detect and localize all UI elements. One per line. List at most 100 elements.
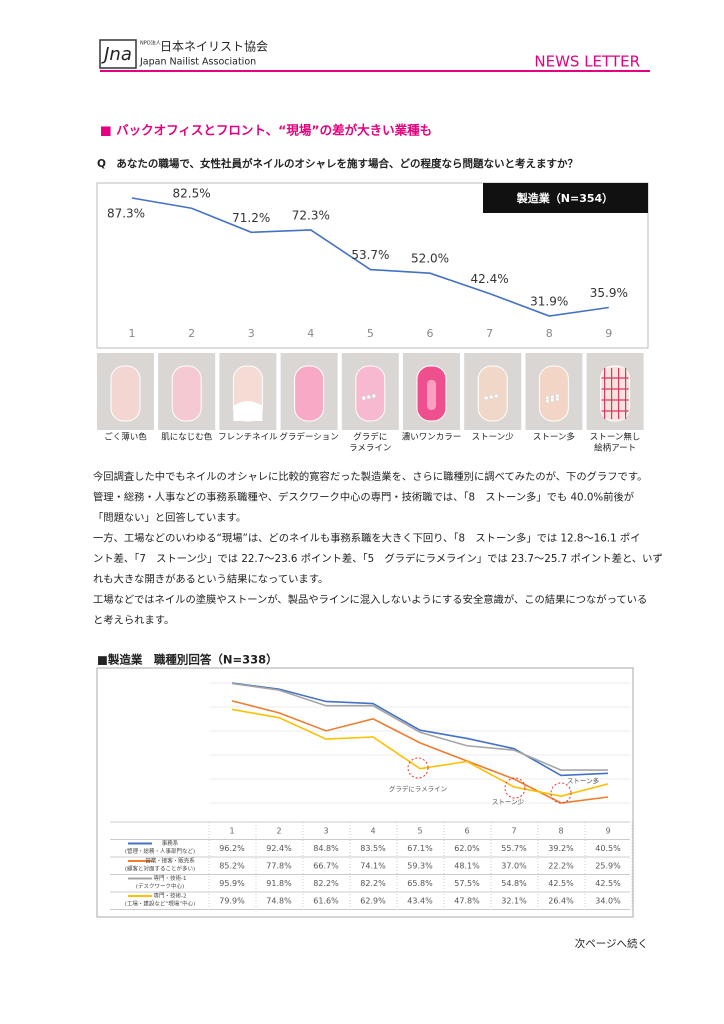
image-label: ストーン多 xyxy=(533,432,576,443)
x-tick-label: 8 xyxy=(546,327,553,340)
x-tick-label: 3 xyxy=(323,827,328,836)
data-label: 42.4% xyxy=(471,272,509,286)
body-line: 今回調査した中でもネイルのオシャレに比較的寛容だった製造業を、さらに職種別に調べ… xyxy=(93,470,647,483)
annotation-circle xyxy=(407,757,429,779)
table-cell: 82.2% xyxy=(313,879,339,888)
nail xyxy=(600,365,631,422)
table-cell: 34.0% xyxy=(595,897,621,906)
legend-label: (デスクワーク中心) xyxy=(136,882,184,890)
nail xyxy=(477,365,508,422)
table-cell: 59.3% xyxy=(407,862,433,871)
data-line xyxy=(231,682,608,771)
stone xyxy=(366,394,372,400)
legend-label: (管理・総務・人事部門など) xyxy=(125,847,195,855)
image-label: ごく薄い色 xyxy=(104,432,147,443)
table-cell: 79.9% xyxy=(219,897,245,906)
x-tick-label: 4 xyxy=(370,827,375,836)
table-cell: 42.5% xyxy=(595,879,621,888)
table-cell: 74.1% xyxy=(360,862,386,871)
org-name: 日本ネイリスト協会 xyxy=(160,39,268,54)
legend-label: 製造業（N=354） xyxy=(516,191,613,205)
table-cell: 61.6% xyxy=(313,897,339,906)
data-label: 52.0% xyxy=(411,252,449,266)
stone xyxy=(545,398,550,404)
stone xyxy=(550,397,555,403)
table-cell: 32.1% xyxy=(501,897,527,906)
annotation: ストーン少 xyxy=(492,798,525,806)
table-cell: 66.7% xyxy=(313,862,339,871)
table-cell: 62.9% xyxy=(360,897,386,906)
image-label: ストーン少 xyxy=(472,433,515,443)
body-line: 工場などではネイルの塗膜やストーンが、製品やラインに混入しないようにする安全意識… xyxy=(93,593,647,606)
chart-title: ■製造業 職種別回答（N=338） xyxy=(97,653,278,667)
table-cell: 67.1% xyxy=(407,844,433,853)
nail xyxy=(538,365,569,422)
x-tick-label: 7 xyxy=(511,827,516,836)
x-tick-label: 8 xyxy=(558,827,563,836)
data-line xyxy=(231,682,609,777)
table-cell: 85.2% xyxy=(219,862,245,871)
x-tick-label: 9 xyxy=(605,327,612,340)
legend-label: (工場・建設など“現場”中心) xyxy=(125,900,196,908)
x-tick-label: 1 xyxy=(129,327,136,340)
nail-shine xyxy=(427,380,436,410)
legend-label: 事務系 xyxy=(162,839,179,847)
data-line xyxy=(231,700,609,804)
table-cell: 62.0% xyxy=(454,844,480,853)
nail xyxy=(294,365,325,422)
x-tick-label: 5 xyxy=(367,327,374,340)
section-heading: ■ バックオフィスとフロント、“現場”の差が大きい業種も xyxy=(100,123,432,138)
stone xyxy=(488,394,494,400)
logo: Jna xyxy=(101,44,132,65)
data-label: 31.9% xyxy=(530,295,568,309)
table-cell: 42.5% xyxy=(548,879,574,888)
legend-label: 専門・技術-2 xyxy=(154,892,187,900)
data-line xyxy=(231,708,609,798)
data-label: 53.7% xyxy=(351,248,389,262)
legend-label: 専門・技術-1 xyxy=(154,874,187,882)
x-tick-label: 2 xyxy=(276,827,281,836)
table-cell: 39.2% xyxy=(548,844,574,853)
x-tick-label: 9 xyxy=(605,827,610,836)
table-cell: 77.8% xyxy=(266,862,292,871)
x-tick-label: 6 xyxy=(427,327,434,340)
table-cell: 40.5% xyxy=(595,844,621,853)
data-label: 35.9% xyxy=(590,286,628,300)
body-line: ント差、「7 ストーン少」では 22.7～23.6 ポイント差、「5 グラデにラ… xyxy=(93,552,663,565)
nail xyxy=(171,365,202,422)
data-label: 87.3% xyxy=(107,207,145,221)
x-tick-label: 3 xyxy=(248,327,255,340)
data-label: 72.3% xyxy=(292,208,330,222)
stone xyxy=(483,395,489,401)
table-cell: 25.9% xyxy=(595,862,621,871)
image-label: 絵柄アート xyxy=(594,443,636,454)
footer: 次ページへ続く xyxy=(575,937,648,950)
table-cell: 48.1% xyxy=(454,862,480,871)
x-tick-label: 1 xyxy=(229,827,234,836)
table-cell: 47.8% xyxy=(454,897,480,906)
annotation-circle xyxy=(550,782,572,804)
stone xyxy=(555,396,560,402)
image-label: ストーン無し xyxy=(590,432,641,443)
annotation: ストーン多 xyxy=(567,776,600,785)
body-line: れも大きな開きがあるという結果になっています。 xyxy=(93,573,328,586)
org-type: NPO法人 xyxy=(140,40,161,47)
table-cell: 83.5% xyxy=(360,844,386,853)
x-tick-label: 2 xyxy=(188,327,195,340)
body-line: と考えられます。 xyxy=(93,615,174,627)
body-line: 管理・総務・人事などの事務系職種や、デスクワーク中心の専門・技術職では、「8 ス… xyxy=(93,491,635,504)
annotation: グラデにラメライン xyxy=(389,784,447,793)
question: Q あなたの職場で、女性社員がネイルのオシャレを施す場合、どの程度なら問題ないと… xyxy=(97,157,578,170)
table-cell: 55.7% xyxy=(501,844,527,853)
table-cell: 22.2% xyxy=(548,862,574,871)
x-tick-label: 7 xyxy=(486,327,493,340)
nail xyxy=(355,365,386,422)
image-label: ラメライン xyxy=(349,444,391,454)
newsletter: NEWS LETTER xyxy=(534,53,640,71)
table-cell: 43.4% xyxy=(407,897,433,906)
table-cell: 92.4% xyxy=(266,844,292,853)
org-en: Japan Nailist Association xyxy=(139,57,256,68)
table-cell: 74.8% xyxy=(266,897,292,906)
